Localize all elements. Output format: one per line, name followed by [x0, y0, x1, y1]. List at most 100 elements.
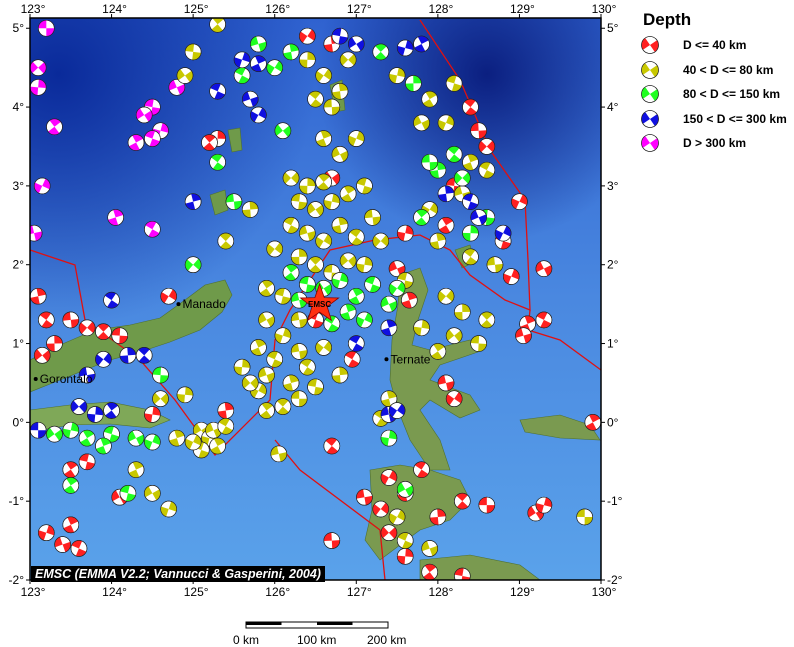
- focal-mechanism-beachball: [299, 276, 316, 293]
- focal-mechanism-beachball: [274, 327, 292, 344]
- focal-mechanism-beachball: [413, 461, 430, 478]
- focal-mechanism-beachball: [478, 138, 496, 155]
- city-label: Ternate: [390, 352, 430, 366]
- city-label: Gorontalo: [40, 372, 93, 386]
- focal-mechanism-beachball: [78, 319, 96, 337]
- focal-mechanism-beachball: [388, 508, 406, 526]
- focal-mechanism-beachball: [103, 425, 120, 443]
- focal-mechanism-beachball: [184, 256, 202, 274]
- focal-mechanism-beachball: [364, 209, 381, 226]
- focal-mechanism-beachball: [421, 540, 439, 557]
- focal-mechanism-beachball: [462, 153, 479, 171]
- focal-mechanism-beachball: [396, 548, 414, 565]
- beachball-icon: [641, 109, 659, 128]
- scale-label-0: 0 km: [233, 633, 260, 647]
- lat-tick-label: 5°: [13, 21, 25, 35]
- legend-item-80-150: 80 < D <= 150 km: [640, 82, 787, 107]
- focal-mechanism-beachball: [209, 83, 226, 100]
- focal-mechanism-beachball: [184, 433, 202, 451]
- lon-tick-label: 125°: [184, 585, 209, 599]
- city-label: Manado: [182, 297, 226, 311]
- focal-mechanism-beachball: [486, 256, 504, 274]
- focal-mechanism-beachball: [331, 217, 349, 234]
- lon-tick-label: 124°: [102, 585, 127, 599]
- focal-mechanism-beachball: [250, 55, 267, 73]
- focal-mechanism-beachball: [445, 327, 463, 344]
- focal-mechanism-beachball: [576, 508, 593, 526]
- focal-mechanism-beachball: [356, 488, 373, 506]
- focal-mechanism-beachball: [478, 161, 496, 179]
- scale-label-100: 100 km: [297, 633, 337, 647]
- focal-mechanism-beachball: [217, 232, 235, 250]
- focal-mechanism-beachball: [421, 90, 439, 108]
- focal-mechanism-beachball: [535, 311, 553, 329]
- city-ternate: Ternate: [384, 352, 431, 366]
- focal-mechanism-beachball: [429, 232, 447, 250]
- legend-label: D <= 40 km: [683, 38, 747, 53]
- focal-mechanism-beachball: [339, 252, 357, 270]
- focal-mechanism-beachball: [347, 35, 365, 53]
- lat-tick-label: 4°: [13, 100, 25, 114]
- legend-item-40-80: 40 < D <= 80 km: [640, 58, 787, 83]
- lon-tick-label: 123°: [21, 2, 46, 16]
- focal-mechanism-beachball: [445, 75, 463, 92]
- focal-mechanism-beachball: [38, 311, 55, 329]
- focal-mechanism-beachball: [315, 67, 332, 84]
- focal-mechanism-beachball: [454, 492, 471, 510]
- focal-mechanism-beachball: [356, 311, 373, 329]
- focal-mechanism-beachball: [421, 153, 439, 171]
- focal-mechanism-beachball: [282, 43, 300, 61]
- lon-tick-label: 129°: [510, 585, 535, 599]
- focal-mechanism-beachball: [515, 327, 532, 344]
- focal-mechanism-beachball: [421, 563, 438, 580]
- focal-mechanism-beachball: [462, 193, 479, 210]
- focal-mechanism-beachball: [233, 358, 251, 376]
- focal-mechanism-beachball: [380, 319, 398, 337]
- legend-item-150-300: 150 < D <= 300 km: [640, 107, 787, 132]
- lon-tick-label: 123°: [21, 585, 46, 599]
- focal-mechanism-beachball: [95, 323, 112, 341]
- focal-mechanism-beachball: [127, 429, 145, 447]
- focal-mechanism-beachball: [323, 437, 341, 455]
- focal-mechanism-beachball: [331, 83, 349, 100]
- lat-tick-label: 2°: [13, 258, 25, 272]
- focal-mechanism-beachball: [347, 335, 365, 352]
- star-icon: [299, 282, 340, 322]
- focal-mechanism-beachball: [347, 228, 365, 246]
- legend-item-deep: D > 300 km: [640, 131, 787, 156]
- focal-mechanism-beachball: [160, 500, 177, 518]
- focal-mechanism-beachball: [339, 51, 357, 69]
- focal-mechanism-beachball: [331, 272, 349, 289]
- beachball-icon: [641, 60, 659, 79]
- focal-mechanism-beachball: [217, 417, 235, 435]
- focal-mechanism-beachball: [144, 433, 161, 451]
- focal-mechanism-beachball: [413, 319, 430, 337]
- focal-mechanism-beachball: [30, 59, 47, 76]
- focal-mechanism-beachball: [184, 193, 202, 210]
- focal-mechanism-beachball: [331, 366, 349, 384]
- focal-mechanism-beachball: [168, 429, 186, 447]
- focal-mechanism-beachball: [127, 134, 145, 151]
- focal-mechanism-beachball: [38, 19, 55, 37]
- focal-mechanism-beachball: [30, 287, 47, 305]
- cities: Manado Gorontalo Ternate: [33, 297, 431, 386]
- focal-mechanism-beachball: [46, 118, 63, 136]
- focal-mechanism-beachball: [33, 347, 51, 364]
- lon-tick-label: 125°: [184, 2, 209, 16]
- focal-mechanism-beachball: [135, 347, 153, 364]
- scale-label-200: 200 km: [367, 633, 407, 647]
- focal-mechanism-beachball: [209, 437, 226, 455]
- focal-mechanism-beachball: [454, 169, 471, 187]
- focal-mechanism-beachball: [502, 268, 520, 285]
- focal-mechanism-beachball: [135, 106, 153, 124]
- focal-mechanism-beachball: [144, 484, 161, 502]
- legend-label: 40 < D <= 80 km: [683, 62, 774, 77]
- lon-tick-label: 130°: [592, 585, 617, 599]
- lat-tick-label: 1°: [13, 337, 25, 351]
- depth-legend: Depth D <= 40 km 40 < D <= 80 km 80 < D …: [640, 10, 787, 156]
- focal-mechanism-beachball: [217, 402, 235, 419]
- focal-mechanism-beachball: [54, 536, 71, 553]
- focal-mechanism-beachball: [437, 217, 455, 234]
- focal-mechanism-beachball: [290, 311, 308, 329]
- focal-mechanism-beachball: [107, 209, 124, 226]
